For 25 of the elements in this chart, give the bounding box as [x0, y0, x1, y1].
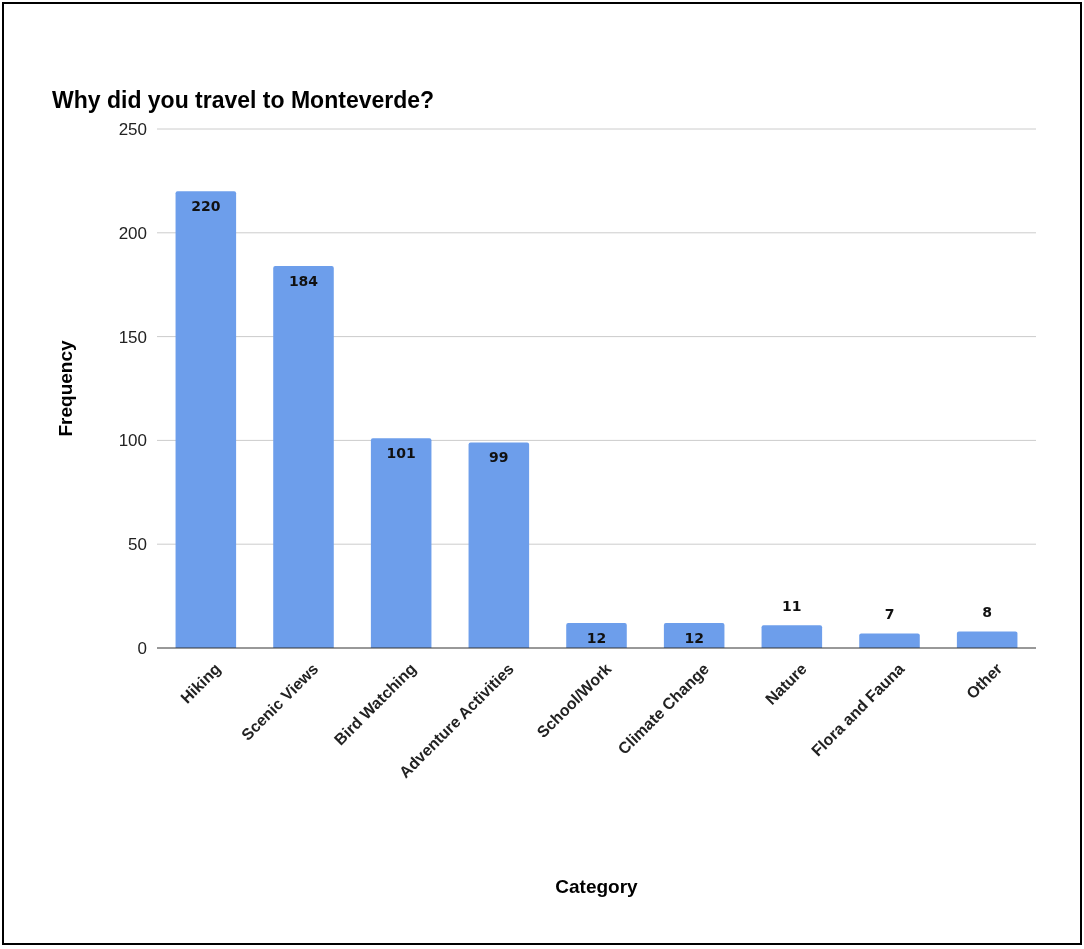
data-label: 99 — [489, 449, 509, 466]
data-label: 101 — [386, 445, 416, 462]
bar — [370, 438, 432, 648]
data-label: 184 — [288, 273, 319, 290]
data-label: 8 — [982, 604, 993, 621]
bar — [175, 191, 237, 648]
bar — [859, 633, 920, 648]
y-tick-label: 100 — [118, 431, 147, 451]
data-label: 11 — [782, 598, 802, 615]
y-tick-label: 250 — [118, 119, 147, 139]
x-axis-title: Category — [555, 876, 639, 897]
y-axis-title: Frequency — [55, 340, 76, 437]
y-tick-label: 200 — [118, 223, 147, 243]
bar — [273, 266, 334, 648]
y-tick-label: 150 — [118, 327, 147, 347]
bar — [956, 631, 1018, 648]
data-label: 12 — [684, 630, 704, 647]
y-tick-label: 50 — [128, 535, 147, 555]
bar — [468, 442, 530, 648]
y-tick-label: 0 — [137, 638, 147, 658]
data-label: 12 — [586, 630, 607, 647]
bar — [761, 625, 823, 648]
data-label: 7 — [884, 606, 895, 623]
data-label: 220 — [191, 198, 221, 215]
chart-title: Why did you travel to Monteverde? — [52, 87, 435, 113]
